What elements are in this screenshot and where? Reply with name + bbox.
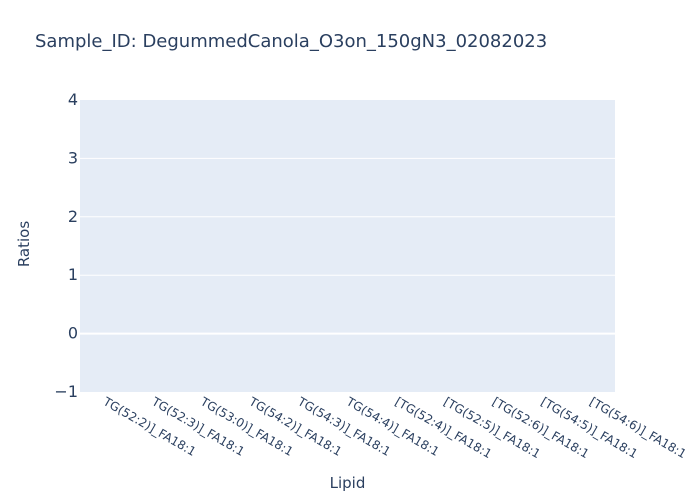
- x-axis-title: Lipid: [330, 474, 366, 492]
- y-axis-title: Ratios: [15, 221, 33, 268]
- y-tick-label: 3: [68, 148, 78, 167]
- y-tick-label: 1: [68, 265, 78, 284]
- y-tick-label: 4: [68, 90, 78, 109]
- y-tick-label: −1: [54, 382, 78, 401]
- y-tick-label: 2: [68, 207, 78, 226]
- y-tick-label: 0: [68, 324, 78, 343]
- x-tick-label: TG(52:2)]_FA18:1: [100, 394, 198, 459]
- plot-area: [80, 100, 615, 392]
- chart-title: Sample_ID: DegummedCanola_O3on_150gN3_02…: [35, 31, 548, 52]
